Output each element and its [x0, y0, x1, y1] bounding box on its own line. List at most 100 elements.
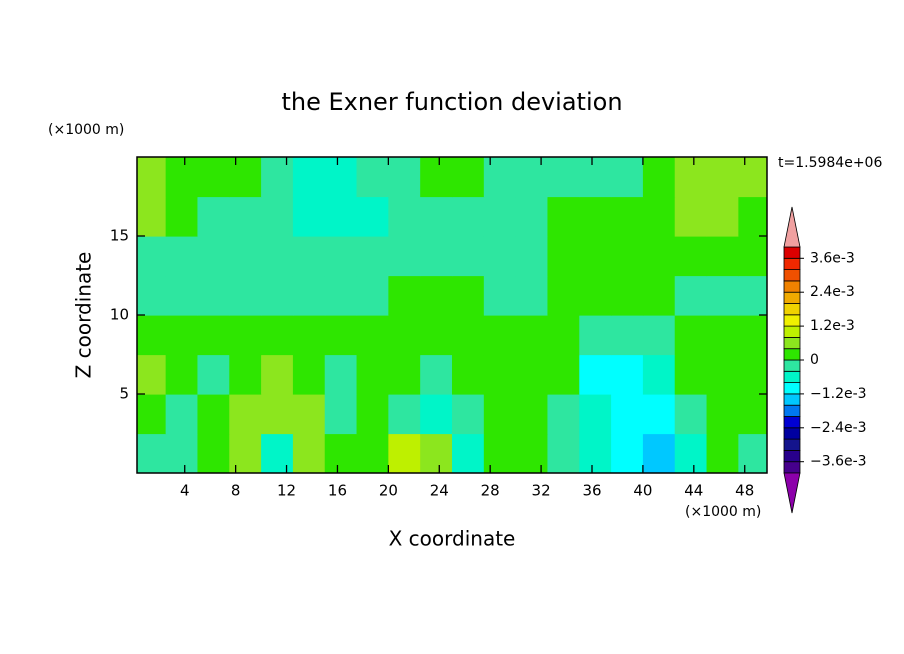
- contour-cell: [292, 236, 326, 277]
- contour-cell: [356, 394, 389, 435]
- contour-cell: [611, 354, 644, 395]
- contour-cell: [165, 236, 199, 277]
- contour-cell: [483, 433, 517, 473]
- contour-cell: [324, 196, 358, 237]
- colorbar-band: [783, 393, 801, 406]
- contour-cell: [137, 394, 167, 435]
- contour-cell: [229, 196, 262, 237]
- y-tick-label: 5: [119, 385, 129, 403]
- contour-cell: [452, 433, 485, 473]
- contour-cell: [674, 157, 708, 198]
- contour-cell: [452, 236, 485, 277]
- x-tick-label: 12: [277, 482, 296, 500]
- y-axis-label: Z coordinate: [72, 252, 96, 379]
- contour-cell: [547, 196, 580, 237]
- contour-cell: [292, 275, 326, 316]
- contour-cell: [165, 433, 199, 473]
- contour-cell: [611, 196, 644, 237]
- contour-cell: [642, 236, 676, 277]
- contour-cell: [547, 157, 580, 198]
- contour-cell: [261, 196, 294, 237]
- contour-cell: [579, 157, 612, 198]
- contour-cell: [642, 354, 676, 395]
- colorbar-band: [783, 427, 801, 440]
- colorbar-band: [783, 438, 801, 451]
- contour-cell: [229, 236, 262, 277]
- colorbar-tick-label: 2.4e-3: [810, 284, 855, 300]
- contour-cell: [292, 433, 326, 473]
- x-tick-label: 16: [328, 482, 347, 500]
- y-unit: (×1000 m): [48, 122, 124, 138]
- contour-cell: [324, 157, 358, 198]
- contour-cell: [261, 394, 294, 435]
- contour-cell: [165, 394, 199, 435]
- contour-cell: [674, 394, 708, 435]
- contour-cell: [197, 157, 230, 198]
- contour-cell: [738, 236, 767, 277]
- contour-cell: [452, 157, 485, 198]
- contour-cell: [420, 236, 453, 277]
- colorbar-band: [783, 416, 801, 429]
- contour-cell: [706, 394, 739, 435]
- contour-cell: [674, 236, 708, 277]
- contour-cell: [515, 275, 549, 316]
- contour-cell: [261, 315, 294, 356]
- contour-cell: [547, 433, 580, 473]
- field: [137, 157, 767, 473]
- colorbar-band: [783, 325, 801, 338]
- contour-cell: [137, 196, 167, 237]
- contour-cell: [137, 354, 167, 395]
- contour-cell: [197, 196, 230, 237]
- contour-cell: [420, 394, 453, 435]
- contour-cell: [642, 196, 676, 237]
- x-unit: (×1000 m): [685, 504, 761, 520]
- x-tick-label: 28: [481, 482, 500, 500]
- contour-cell: [324, 433, 358, 473]
- contour-cell: [738, 315, 767, 356]
- contour-cell: [642, 315, 676, 356]
- contour-cell: [611, 394, 644, 435]
- contour-cell: [579, 315, 612, 356]
- contour-cell: [261, 354, 294, 395]
- contour-cell: [261, 433, 294, 473]
- contour-cell: [261, 236, 294, 277]
- colorbar-band: [783, 449, 801, 463]
- contour-cell: [197, 354, 230, 395]
- contour-cell: [515, 315, 549, 356]
- colorbar-band: [783, 257, 801, 270]
- contour-cell: [356, 315, 389, 356]
- contour-cell: [515, 196, 549, 237]
- contour-cell: [388, 275, 421, 316]
- x-tick-label: 40: [633, 482, 652, 500]
- contour-cell: [420, 315, 453, 356]
- contour-cell: [706, 315, 739, 356]
- contour-cell: [706, 196, 739, 237]
- contour-cell: [611, 236, 644, 277]
- contour-cell: [388, 196, 421, 237]
- contour-cell: [420, 196, 453, 237]
- contour-cell: [483, 157, 517, 198]
- contour-cell: [165, 157, 199, 198]
- contour-cell: [738, 354, 767, 395]
- colorbar-band: [783, 303, 801, 316]
- contour-cell: [483, 394, 517, 435]
- contour-cell: [706, 157, 739, 198]
- contour-cell: [356, 275, 389, 316]
- colorbar-band: [783, 269, 801, 282]
- colorbar-extend-low: [783, 472, 801, 514]
- contour-cell: [738, 275, 767, 316]
- contour-cell: [229, 315, 262, 356]
- contour-cell: [738, 196, 767, 237]
- annotation: t=1.5984e+06: [778, 155, 882, 171]
- contour-cell: [324, 354, 358, 395]
- contour-cell: [420, 275, 453, 316]
- x-tick-label: 24: [430, 482, 449, 500]
- contour-cell: [292, 354, 326, 395]
- colorbar-band: [783, 370, 801, 383]
- contour-cell: [452, 354, 485, 395]
- contour-cell: [674, 433, 708, 473]
- contour-cell: [261, 275, 294, 316]
- x-tick-label: 32: [532, 482, 551, 500]
- contour-cell: [579, 433, 612, 473]
